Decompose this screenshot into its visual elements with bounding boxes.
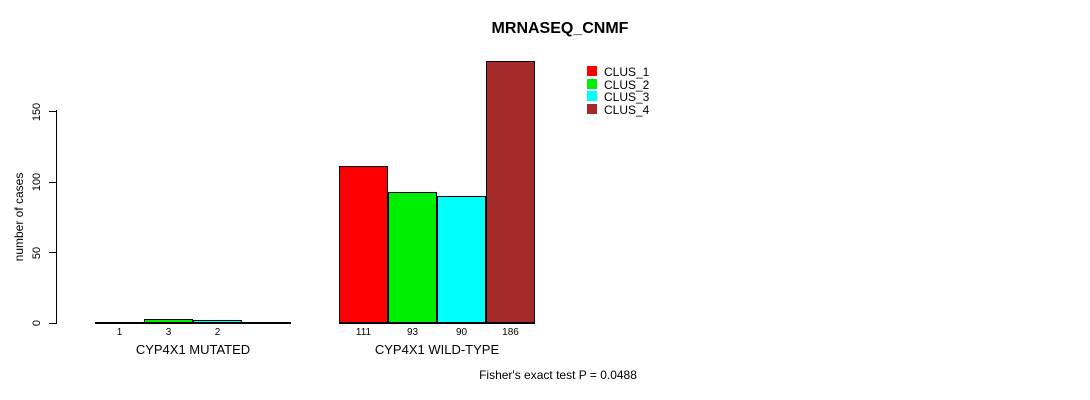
bar-clus_1 [95, 321, 144, 324]
bar-value-label: 93 [406, 327, 419, 338]
bar-clus_3 [437, 196, 486, 323]
y-tick-label: 150 [31, 102, 43, 121]
bar-value-label: 2 [214, 327, 221, 338]
legend-label-clus_1: CLUS_1 [604, 65, 650, 79]
bar-clus_4 [486, 60, 535, 323]
y-tick-mark [49, 111, 57, 112]
chart-title: MRNASEQ_CNMF [491, 20, 629, 37]
y-tick-label: 50 [31, 246, 43, 259]
bar-clus_3 [193, 320, 242, 323]
y-tick-mark [49, 252, 57, 253]
bar-value-label: 1 [116, 327, 123, 338]
y-tick-label: 0 [31, 319, 43, 327]
pvalue-annotation: Fisher's exact test P = 0.0488 [479, 368, 637, 382]
legend-label-clus_4: CLUS_4 [604, 103, 650, 118]
group-label: CYP4X1 MUTATED [135, 342, 251, 357]
y-axis-line [56, 110, 57, 323]
bar-value-label: 90 [455, 327, 468, 338]
legend-swatch-clus_3 [587, 91, 597, 102]
group-label: CYP4X1 WILD-TYPE [374, 342, 500, 357]
bar-clus_2 [388, 191, 437, 323]
legend-label-clus_2: CLUS_2 [604, 77, 650, 92]
y-tick-mark [49, 322, 57, 324]
legend-swatch-clus_4 [587, 104, 597, 115]
bar-value-label: 186 [502, 327, 519, 338]
bar-value-label: 111 [355, 327, 372, 338]
legend-label-clus_3: CLUS_3 [604, 90, 650, 105]
legend-swatch-clus_2 [587, 78, 597, 89]
bar-clus_2 [144, 318, 193, 323]
y-axis-label: number of cases [12, 172, 26, 262]
legend-swatch-clus_1 [587, 66, 597, 76]
y-tick-mark [49, 181, 57, 183]
group-baseline [95, 322, 291, 324]
group-baseline [339, 322, 535, 324]
bar-value-label: 3 [165, 327, 172, 338]
bar-clus_1 [339, 166, 388, 323]
y-tick-label: 100 [31, 172, 43, 192]
